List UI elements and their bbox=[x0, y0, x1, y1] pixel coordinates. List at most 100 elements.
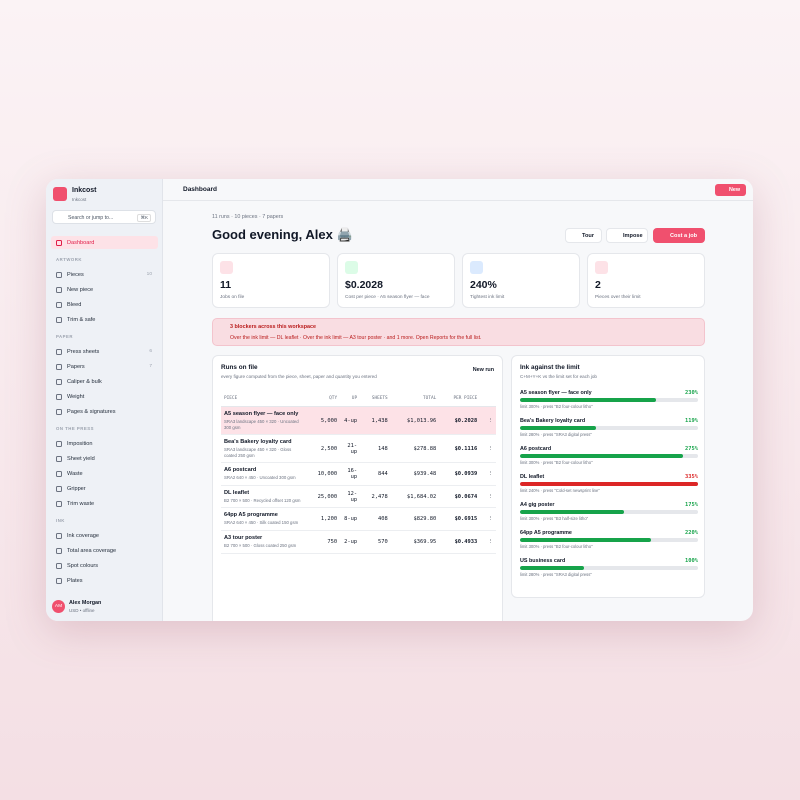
stat-icon bbox=[470, 261, 483, 274]
column-header bbox=[480, 391, 496, 407]
nav-item[interactable]: Trim waste bbox=[51, 497, 158, 510]
piece-name: DL leaflet bbox=[224, 489, 250, 496]
nav-icon bbox=[56, 470, 62, 477]
nav-item[interactable]: Caliper & bulk bbox=[51, 375, 158, 388]
nav-item[interactable]: New piece bbox=[51, 283, 158, 296]
nav-label: Press sheets bbox=[67, 348, 100, 355]
cost-button[interactable]: Cost a job bbox=[653, 228, 705, 243]
row-menu[interactable]: ⋮ bbox=[480, 462, 496, 486]
ink-value: 100% bbox=[685, 558, 698, 564]
run-row[interactable]: Bea's Bakery loyalty card SRA3 landscape … bbox=[221, 434, 496, 464]
nav-icon bbox=[56, 532, 62, 539]
nav-item[interactable]: Spot colours bbox=[51, 559, 158, 572]
tour-button[interactable]: Tour bbox=[565, 228, 602, 243]
nav-item[interactable]: Trim & safe bbox=[51, 313, 158, 326]
row-menu[interactable]: ⋮ bbox=[480, 507, 496, 532]
run-row[interactable]: A5 season flyer — face only SRA3 landscap… bbox=[221, 406, 496, 436]
piece-cell: A3 tour poster B2 700 × 500 · Gloss coate… bbox=[221, 530, 305, 554]
nav-item[interactable]: Pages & signatures bbox=[51, 405, 158, 418]
nav-icon bbox=[56, 239, 62, 246]
qty: 2,500 bbox=[305, 434, 341, 464]
nav-icon bbox=[56, 378, 62, 385]
run-row[interactable]: A3 tour poster B2 700 × 500 · Gloss coate… bbox=[221, 530, 496, 554]
nav-item[interactable]: Papers 7 bbox=[51, 360, 158, 373]
stat-card: $0.2028 Cost per piece · A5 season flyer … bbox=[337, 253, 455, 308]
ink-note: limit 300% · press "B2 four-colour litho… bbox=[520, 404, 593, 409]
total: $939.48 bbox=[390, 462, 440, 486]
up: 4-up bbox=[340, 406, 361, 436]
runs-card: Runs on file every figure computed from … bbox=[212, 355, 503, 621]
nav-item[interactable]: Pieces 10 bbox=[51, 268, 158, 281]
nav-icon bbox=[56, 393, 62, 400]
nav-label: Trim & safe bbox=[67, 316, 96, 323]
nav-item[interactable]: Bleed bbox=[51, 298, 158, 311]
nav-item[interactable]: Waste bbox=[51, 467, 158, 480]
run-row[interactable]: A6 postcard SRA2 640 × 450 · Uncoated 300… bbox=[221, 462, 496, 486]
new-run-button[interactable]: New run bbox=[472, 367, 494, 373]
row-menu[interactable]: ⋮ bbox=[480, 485, 496, 509]
row-menu[interactable]: ⋮ bbox=[480, 434, 496, 464]
nav-icon bbox=[56, 363, 62, 370]
stat-value: 11 bbox=[220, 279, 232, 291]
piece-spec: SRA2 640 × 450 · Uncoated 300 gsm bbox=[224, 475, 296, 481]
up: 16-up bbox=[340, 462, 361, 486]
ink-note: limit 300% · press "B3 half-size litho" bbox=[520, 516, 589, 521]
per-piece: $0.1116 bbox=[439, 434, 481, 464]
nav-item[interactable]: Press sheets 6 bbox=[51, 345, 158, 358]
ink-note: limit 280% · press "SRA3 digital press" bbox=[520, 432, 592, 437]
ink-name: A4 gig poster bbox=[520, 502, 555, 508]
nav-label: Weight bbox=[67, 393, 85, 400]
stat-label: Jobs on file bbox=[220, 295, 245, 300]
nav-item[interactable]: Dashboard bbox=[51, 236, 158, 249]
run-row[interactable]: DL leaflet B2 700 × 500 · Recycled offset… bbox=[221, 485, 496, 509]
ink-track bbox=[520, 482, 698, 486]
nav-label: Imposition bbox=[67, 440, 93, 447]
nav-item[interactable]: Sheet yield bbox=[51, 452, 158, 465]
piece-name: A5 season flyer — face only bbox=[224, 411, 299, 417]
search[interactable]: Search or jump to... ⌘K bbox=[52, 210, 156, 224]
nav-icon bbox=[56, 408, 62, 415]
stat-label: Cost per piece · A5 season flyer — face bbox=[345, 295, 430, 300]
nav-item[interactable]: Ink coverage bbox=[51, 529, 158, 542]
impose-button[interactable]: Impose bbox=[606, 228, 648, 243]
nav-item[interactable]: Weight bbox=[51, 390, 158, 403]
runs-title: Runs on file bbox=[221, 364, 258, 371]
ink-bar bbox=[520, 538, 651, 542]
up: 12-up bbox=[340, 485, 361, 509]
avatar: AM bbox=[52, 600, 65, 613]
nav-item[interactable]: Plates bbox=[51, 574, 158, 587]
app-name: Inkcost bbox=[72, 187, 97, 194]
nav-icon bbox=[56, 562, 62, 569]
stat-value: 2 bbox=[595, 279, 601, 291]
row-menu[interactable]: ⋮ bbox=[480, 530, 496, 554]
ink-note: limit 300% · press "B2 four-colour litho… bbox=[520, 544, 593, 549]
nav-icon bbox=[56, 500, 62, 507]
piece-cell: A5 season flyer — face only SRA3 landscap… bbox=[221, 406, 305, 436]
column-header: PER PIECE bbox=[439, 391, 481, 407]
piece-spec: SRA2 640 × 450 · Silk coated 150 gsm bbox=[224, 520, 299, 526]
sheets: 408 bbox=[360, 507, 391, 532]
nav-item[interactable]: Gripper bbox=[51, 482, 158, 495]
per-piece: $0.4933 bbox=[439, 530, 481, 554]
nav-item[interactable]: Total area coverage bbox=[51, 544, 158, 557]
ink-bar bbox=[520, 398, 657, 402]
greeting: Good evening, Alex 🖨️ bbox=[212, 227, 353, 242]
nav-icon bbox=[56, 577, 62, 584]
nav-label: Caliper & bulk bbox=[67, 378, 102, 385]
piece-spec: SRA3 landscape 450 × 320 · Gloss coated … bbox=[224, 447, 292, 458]
nav-label: Waste bbox=[67, 470, 83, 477]
nav-label: Bleed bbox=[67, 301, 82, 308]
nav-label: Dashboard bbox=[67, 239, 95, 246]
nav-item[interactable]: Imposition bbox=[51, 437, 158, 450]
ink-name: A6 postcard bbox=[520, 446, 552, 452]
run-row[interactable]: 64pp A5 programme SRA2 640 × 450 · Silk c… bbox=[221, 507, 496, 532]
up: 2-up bbox=[340, 530, 361, 554]
new-button[interactable]: New bbox=[715, 184, 746, 196]
stat-card: 240% Tightest ink limit bbox=[462, 253, 580, 308]
piece-cell: 64pp A5 programme SRA2 640 × 450 · Silk c… bbox=[221, 507, 305, 532]
nav-label: Trim waste bbox=[67, 500, 95, 507]
row-menu[interactable]: ⋮ bbox=[480, 406, 496, 436]
ink-track bbox=[520, 454, 698, 458]
per-piece: $0.2028 bbox=[439, 406, 481, 436]
